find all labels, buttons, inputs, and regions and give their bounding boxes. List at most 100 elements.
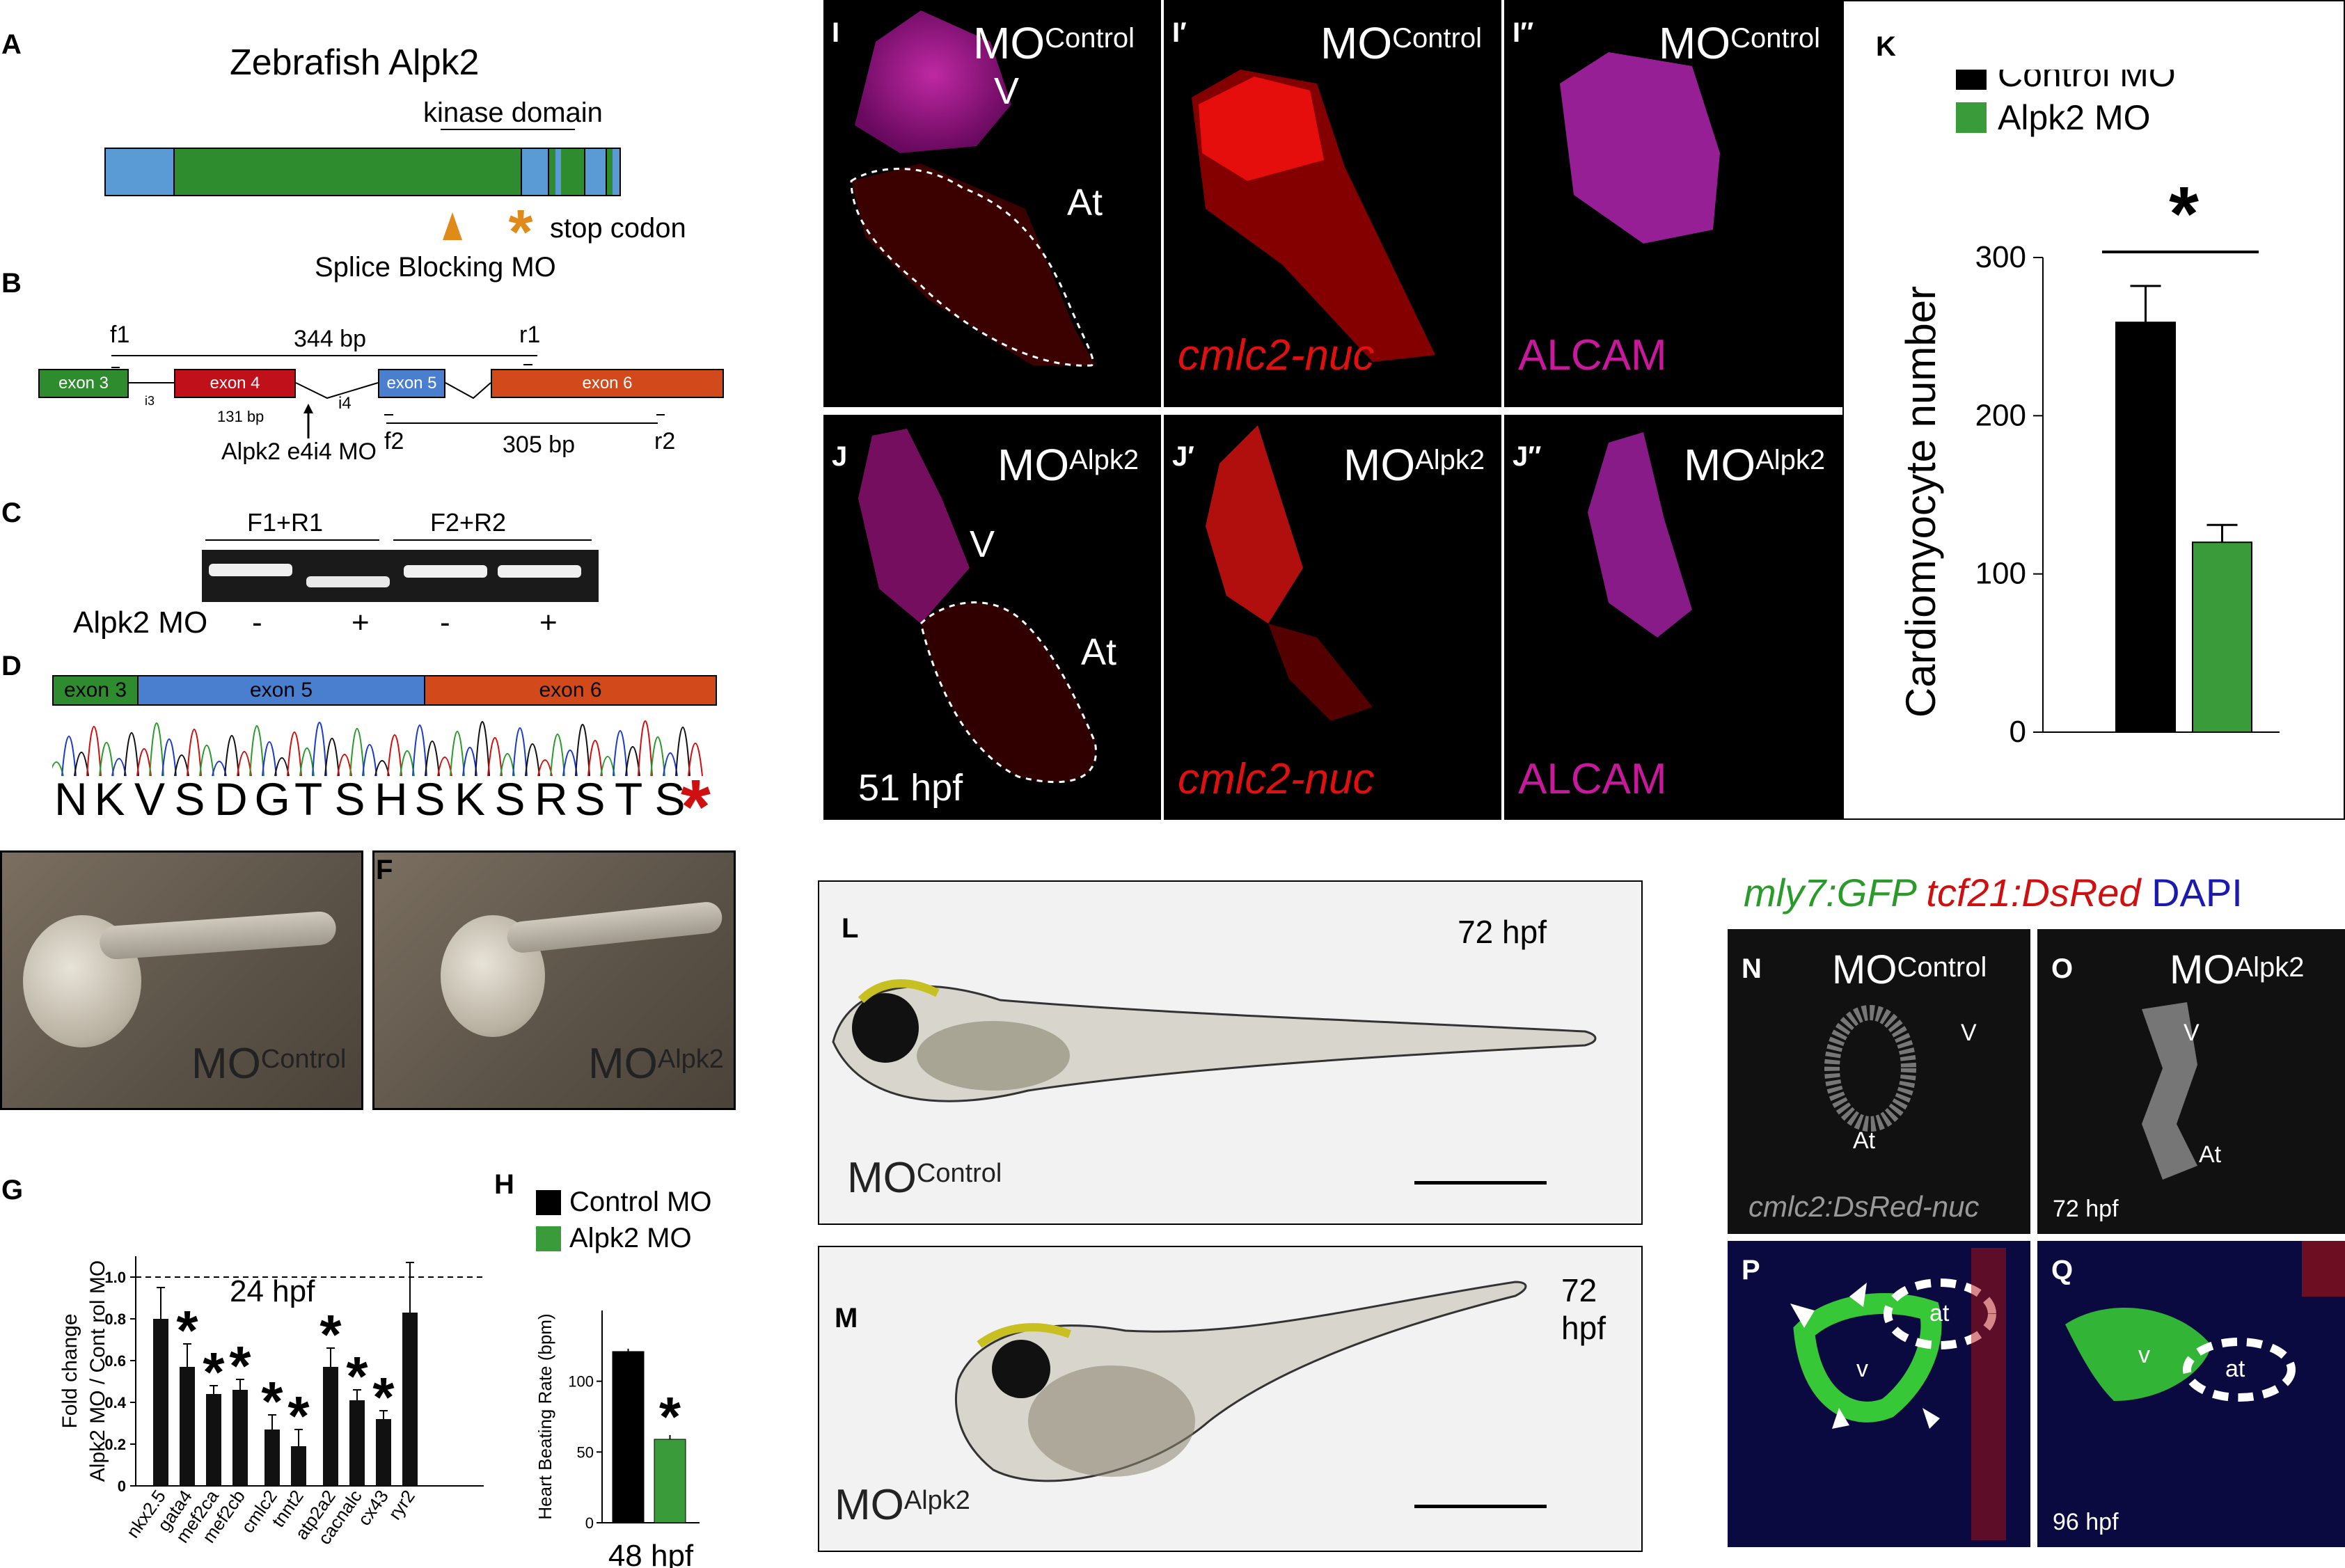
scale-bar-m <box>1414 1505 1547 1508</box>
y-tick-label: 100 <box>1975 557 2026 591</box>
legend-label: Control MO <box>1998 70 2176 94</box>
marker-label-j1: cmlc2-nuc <box>1178 755 1375 803</box>
embryo-image-control <box>0 850 363 1110</box>
legend-swatch <box>536 1226 561 1251</box>
sequence-letter: K <box>455 773 486 825</box>
larva-image-alpk2: M 72 hpf MOAlpk2 <box>818 1246 1643 1552</box>
chromatogram-peak <box>149 722 164 777</box>
panel-k-frame <box>1842 0 2345 820</box>
bar <box>402 1313 418 1486</box>
panel-label-l: L <box>842 913 859 944</box>
atrium-label-p: at <box>1929 1300 1950 1327</box>
chromatogram-peak <box>450 731 465 777</box>
stop-codon-star-icon: * <box>508 209 532 251</box>
y-tick-label: 0.2 <box>104 1436 126 1453</box>
ventricle-label-n: V <box>1961 1020 1977 1046</box>
panel-label-p: P <box>1742 1255 1760 1285</box>
exon-4-label: exon 4 <box>210 374 260 393</box>
significance-star: * <box>287 1385 310 1447</box>
primer-f1: f1 <box>110 322 130 348</box>
gene-structure-diagram <box>111 364 665 438</box>
legend-label: Alpk2 MO <box>1998 98 2151 137</box>
gel-sign-4: + <box>539 605 558 640</box>
chromatogram-peak <box>61 736 77 777</box>
exon-3-box: exon 3 <box>38 369 129 398</box>
mo-label-m: MOAlpk2 <box>835 1481 970 1529</box>
chromatogram-peak <box>262 741 277 777</box>
marker-label-i1: cmlc2-nuc <box>1178 331 1375 379</box>
bar <box>2115 322 2176 733</box>
mo-label-i: MOControl <box>973 18 1135 68</box>
mo-label-j1: MOAlpk2 <box>1343 440 1485 490</box>
significance-star: * <box>346 1345 368 1407</box>
panel-label-j2: J″ <box>1513 441 1542 472</box>
bar <box>264 1430 280 1486</box>
chromatogram-peak <box>587 740 603 777</box>
exon-5-box: exon 5 <box>378 369 445 398</box>
marker-label-n: cmlc2:DsRed-nuc <box>1748 1190 1980 1223</box>
panel-label-b: B <box>1 268 22 299</box>
marker-label-j2: ALCAM <box>1518 755 1667 803</box>
intron-4-label: i4 <box>338 394 352 413</box>
chromatogram-peak <box>349 728 365 777</box>
seq-exon-6: exon 6 <box>424 676 716 704</box>
atrium-label-o: At <box>2199 1141 2222 1168</box>
ventricle-label-o: V <box>2184 1020 2200 1046</box>
chromatogram <box>52 720 703 777</box>
y-tick-label: 100 <box>568 1373 594 1391</box>
stop-star-icon: * <box>681 764 711 850</box>
chromatogram-peak <box>187 729 202 777</box>
significance-star: * <box>372 1366 395 1428</box>
legend-swatch <box>1956 102 1987 133</box>
sequence-letter: N <box>54 773 88 825</box>
chromatogram-peak <box>475 721 490 777</box>
sequence-letter: T <box>294 773 323 825</box>
chart-h: 0 50 100 Heart Beating Rate (bpm) Control MO… <box>536 1187 712 1568</box>
ventricle-label-i: V <box>994 70 1020 112</box>
marker-label-i2: ALCAM <box>1518 331 1667 379</box>
stop-codon-label: stop codon <box>550 213 686 244</box>
atrium-label-i: At <box>1067 182 1103 223</box>
y-tick-label: 1.0 <box>104 1269 126 1286</box>
legend-label: Control MO <box>569 1187 712 1217</box>
mo-label-j: MOAlpk2 <box>997 440 1139 490</box>
panel-label-h: H <box>494 1169 514 1200</box>
splice-mo-label: Splice Blocking MO <box>315 252 556 283</box>
stage-label-j: 51 hpf <box>858 767 963 809</box>
sequence-letter: S <box>574 773 606 825</box>
heart-image-j1 <box>1206 425 1373 721</box>
y-axis-label: Cardiomyocyte number <box>1897 286 1944 718</box>
exon-5-label: exon 5 <box>386 374 437 393</box>
stage-label-o: 72 hpf <box>2053 1196 2119 1222</box>
panel-label-g: G <box>1 1175 24 1205</box>
ventricle-label-p: v <box>1856 1356 1868 1382</box>
splice-mo-marker-icon <box>443 212 462 240</box>
image-panel-j2: J″ MOAlpk2 ALCAM <box>1504 415 1842 820</box>
larva-image-control: L 72 hpf MOControl <box>818 880 1643 1225</box>
sequence-letter: S <box>174 773 205 825</box>
chromatogram-peak <box>387 734 402 777</box>
significance-star: * <box>2169 171 2199 257</box>
chromatogram-peak <box>462 747 477 777</box>
image-panel-j: J MOAlpk2 V At 51 hpf <box>823 415 1161 820</box>
y-tick-label: 50 <box>577 1443 594 1461</box>
group-bar-1 <box>205 539 379 541</box>
panel-label-m: M <box>835 1303 858 1333</box>
primer-pair-2: F2+R2 <box>430 508 507 537</box>
heart-image-q <box>2065 1241 2345 1402</box>
heart-image-n <box>1824 1005 1916 1132</box>
mo-label-j2: MOAlpk2 <box>1684 440 1826 490</box>
chromatogram-peak <box>613 730 628 777</box>
amplicon-line-1 <box>111 355 537 356</box>
panel-label-j1: J′ <box>1172 441 1194 472</box>
y-axis-label: Fold change <box>58 1313 81 1428</box>
exon-3-label: exon 3 <box>58 374 109 393</box>
significance-star: * <box>659 1386 681 1448</box>
bar <box>291 1446 306 1486</box>
chromatogram-peak <box>562 750 578 777</box>
heart-image-p <box>1790 1248 2006 1540</box>
heart-image-i <box>850 10 1095 367</box>
kinase-domain-label: kinase domain <box>423 97 603 128</box>
protein-bar <box>104 148 621 196</box>
gel-sign-1: - <box>252 605 262 640</box>
